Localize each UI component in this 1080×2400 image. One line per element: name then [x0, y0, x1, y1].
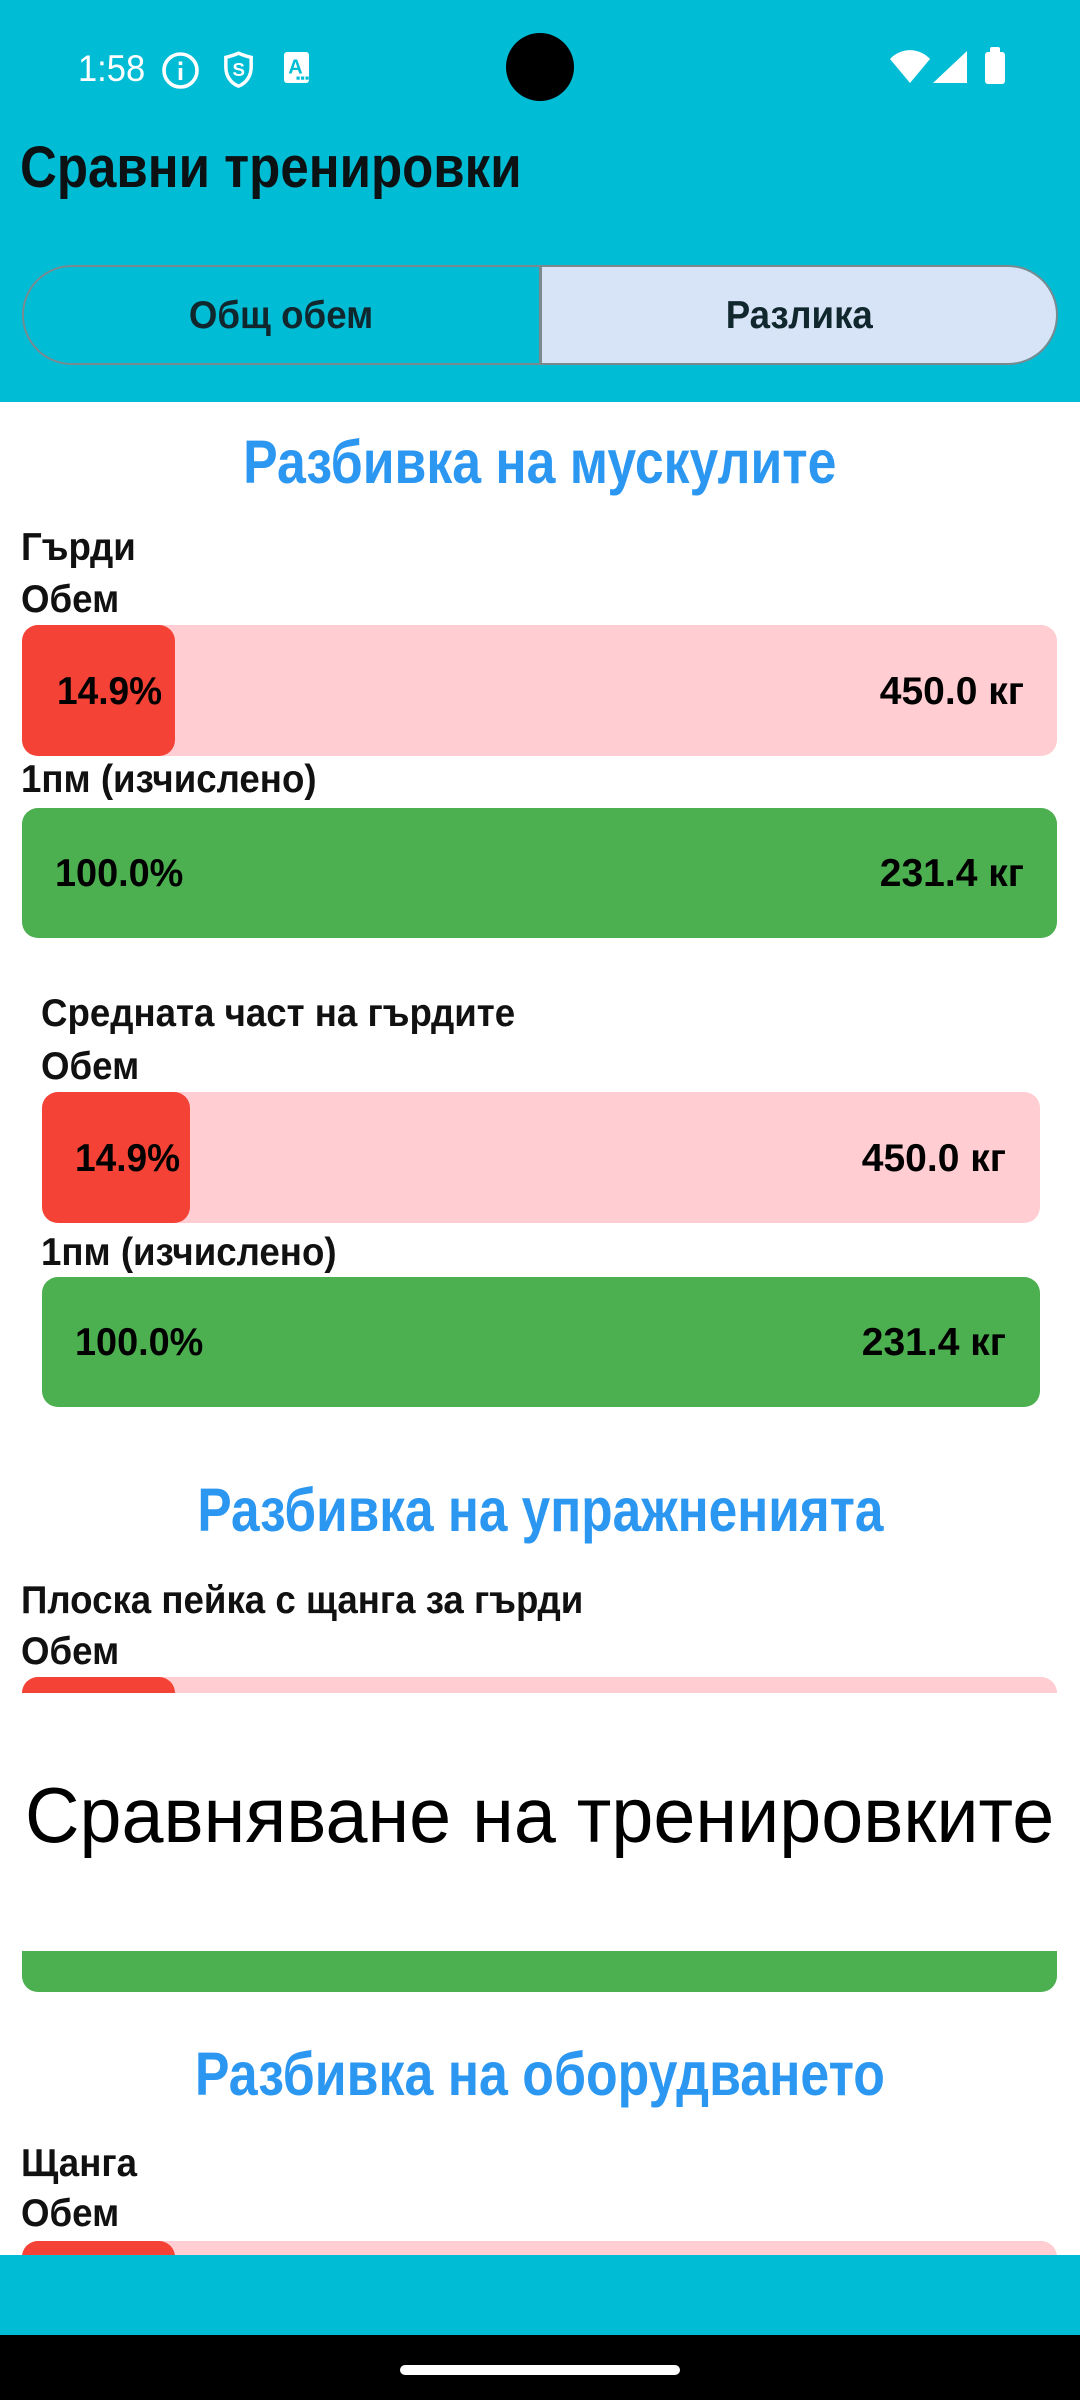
svg-text:S: S	[233, 59, 246, 80]
svg-text:A: A	[288, 57, 302, 79]
